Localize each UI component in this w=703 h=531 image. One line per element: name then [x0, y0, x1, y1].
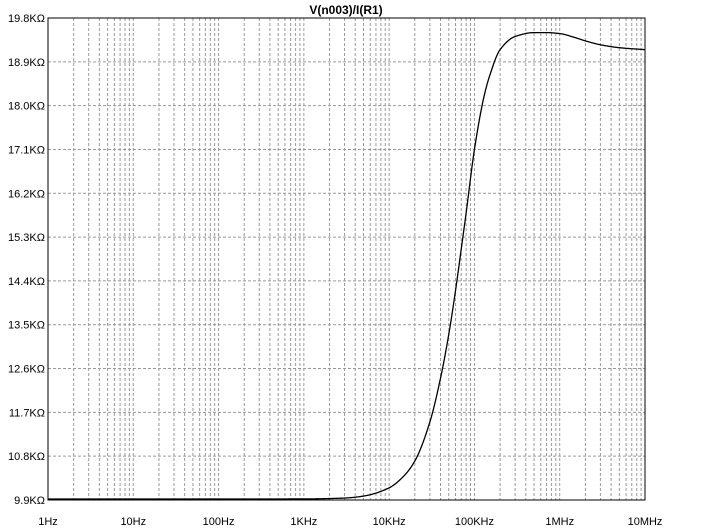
y-tick-label: 14.4KΩ [8, 276, 45, 288]
y-tick-label: 11.7KΩ [9, 407, 45, 419]
y-tick-label: 18.9KΩ [8, 57, 45, 69]
y-tick-label: 19.8KΩ [8, 13, 45, 25]
y-tick-label: 17.1KΩ [8, 144, 45, 156]
y-tick-label: 16.2KΩ [8, 188, 45, 200]
y-tick-labels: 9.9KΩ 10.8KΩ 11.7KΩ 12.6KΩ 13.5KΩ 14.4KΩ 15.3K… [8, 13, 45, 507]
x-tick-label: 10KHz [373, 516, 406, 528]
x-tick-label: 100Hz [203, 516, 235, 528]
x-tick-label: 10Hz [120, 516, 146, 528]
x-tick-label: 1MHz [545, 516, 574, 528]
x-tick-label: 100KHz [455, 516, 494, 528]
plot-frame [47, 17, 646, 501]
x-tick-label: 1Hz [38, 516, 58, 528]
y-tick-label: 12.6KΩ [8, 364, 45, 376]
y-tick-label: 15.3KΩ [8, 232, 45, 244]
x-tick-label: 10MHz [628, 516, 663, 528]
y-tick-label: 18.0KΩ [8, 101, 45, 113]
trace-group [48, 31, 646, 500]
y-tick-label: 9.9KΩ [14, 495, 45, 507]
chart-title: V(n003)/I(R1) [309, 3, 382, 17]
x-tick-labels: 1Hz 10Hz 100Hz 1KHz 10KHz 100KHz 1MHz 10MHz [38, 516, 662, 528]
x-tick-label: 1KHz [290, 516, 317, 528]
y-tick-label: 13.5KΩ [8, 320, 45, 332]
grid-lines [48, 18, 645, 500]
y-tick-label: 10.8KΩ [8, 451, 45, 463]
impedance-trace [48, 31, 646, 500]
